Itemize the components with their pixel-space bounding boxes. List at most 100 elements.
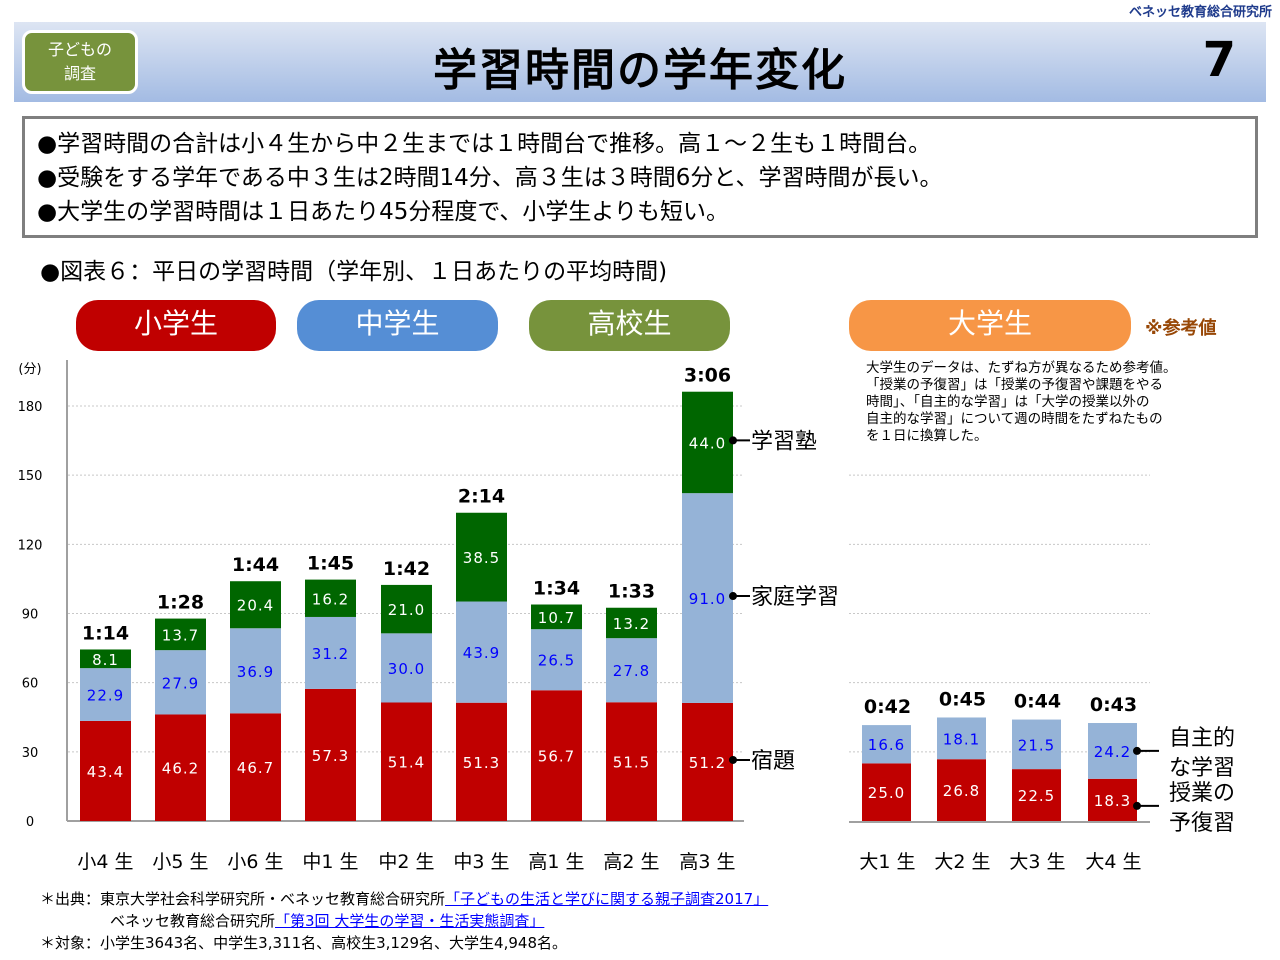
x-tick-label: 大1 生 xyxy=(859,851,915,873)
total-label: 1:45 xyxy=(307,553,354,575)
data-label: 51.2 xyxy=(689,754,726,772)
badge-line2: 調査 xyxy=(63,64,96,83)
data-label: 51.3 xyxy=(463,754,500,772)
source-label: ＊出典：東京大学社会科学研究所・ベネッセ教育総合研究所 xyxy=(40,890,446,908)
data-label: 20.4 xyxy=(237,597,274,615)
callout-label: な学習 xyxy=(1169,756,1235,781)
bar-segment xyxy=(1012,769,1061,821)
bar-segment xyxy=(606,607,657,639)
callout-dot xyxy=(729,755,737,764)
data-label: 8.1 xyxy=(92,651,119,669)
callout-label: 自主的 xyxy=(1169,726,1235,751)
x-tick-label: 高1 生 xyxy=(528,851,584,873)
summary-line: ●受験をする学年である中３生は2時間14分、高３生は３時間6分と、学習時間が長い… xyxy=(37,165,943,191)
data-label: 13.2 xyxy=(613,615,650,633)
bar-segment xyxy=(531,604,582,630)
callout-dot xyxy=(1133,801,1141,810)
data-label: 57.3 xyxy=(312,747,349,765)
survey-badge: 子どもの 調査 xyxy=(22,30,138,94)
data-label: 51.5 xyxy=(613,754,650,772)
source-link-university-survey[interactable]: 「第3回 大学生の学習・生活実態調査」 xyxy=(275,912,545,930)
bar-segment xyxy=(381,702,432,821)
y-tick-label: 0 xyxy=(26,815,34,830)
data-label: 22.9 xyxy=(87,687,124,705)
group-pill-elementary: 小学生 xyxy=(76,300,276,351)
bar-segment xyxy=(230,581,281,629)
data-label: 51.4 xyxy=(388,754,425,772)
total-label: 0:44 xyxy=(1014,691,1061,713)
y-tick-label: 60 xyxy=(22,677,39,692)
x-tick-label: 大4 生 xyxy=(1085,851,1141,873)
bar-segment xyxy=(155,650,206,715)
bar-segment xyxy=(862,763,911,821)
bar-segment xyxy=(456,702,507,821)
data-label: 22.5 xyxy=(1018,787,1055,805)
summary-line: ●大学生の学習時間は１日あたり45分程度で、小学生よりも短い。 xyxy=(37,199,729,225)
data-label: 30.0 xyxy=(388,660,425,678)
total-label: 1:14 xyxy=(82,622,129,644)
data-label: 24.2 xyxy=(1094,743,1131,761)
footer-source: ＊出典：東京大学社会科学研究所・ベネッセ教育総合研究所「子どもの生活と学びに関す… xyxy=(40,888,768,909)
page-title: 学習時間の学年変化 xyxy=(433,45,847,96)
university-note: 大学生のデータは、たずね方が異なるため参考値。 「授業の予復習」は「授業の予復習… xyxy=(866,360,1246,445)
y-tick-label: 120 xyxy=(18,538,43,553)
source-link-child-survey[interactable]: 「子どもの生活と学びに関する親子調査2017」 xyxy=(445,890,769,908)
data-label: 21.0 xyxy=(388,601,425,619)
bar-segment xyxy=(305,579,356,617)
bar-segment xyxy=(80,649,131,669)
bar-segment xyxy=(531,629,582,691)
callout-dot xyxy=(1133,746,1141,755)
group-pill-university: 大学生 xyxy=(849,300,1131,351)
note-line: 時間」、「自主的な学習」は「大学の授業以外の xyxy=(866,394,1150,410)
data-label: 27.9 xyxy=(162,674,199,692)
group-pill-high-school: 高校生 xyxy=(529,300,730,351)
y-tick-label: 90 xyxy=(22,608,39,623)
bar-segment xyxy=(381,584,432,634)
bar-segment xyxy=(230,628,281,714)
bar-segment xyxy=(305,616,356,689)
x-tick-label: 中3 生 xyxy=(453,851,509,873)
bar-segment xyxy=(1088,723,1137,779)
callout-label: 授業の xyxy=(1169,781,1235,806)
x-tick-label: 小4 生 xyxy=(77,851,133,873)
bar-segment xyxy=(606,638,657,703)
bar-segment xyxy=(937,759,986,821)
note-line: 自主的な学習」について週の時間をたずねたもの xyxy=(866,411,1163,427)
x-tick-label: 中1 生 xyxy=(302,851,358,873)
data-label: 46.2 xyxy=(162,760,199,778)
note-line: 大学生のデータは、たずね方が異なるため参考値。 xyxy=(866,360,1177,376)
total-label: 1:42 xyxy=(383,558,430,580)
total-label: 3:06 xyxy=(684,365,731,387)
figure-title: ●図表６：平日の学習時間（学年別、１日あたりの平均時間) xyxy=(40,259,668,285)
page-number: 7 xyxy=(1202,32,1236,88)
data-label: 16.6 xyxy=(868,736,905,754)
data-label: 21.5 xyxy=(1018,736,1055,754)
bar-segment xyxy=(682,391,733,494)
x-tick-label: 高2 生 xyxy=(603,851,659,873)
bar-segment xyxy=(381,633,432,703)
bar-segment xyxy=(80,668,131,721)
data-label: 26.8 xyxy=(943,782,980,800)
bar-segment xyxy=(937,717,986,760)
bar-segment xyxy=(682,493,733,703)
bar-segment xyxy=(456,512,507,602)
data-label: 25.0 xyxy=(868,784,905,802)
total-label: 1:44 xyxy=(232,554,279,576)
x-tick-label: 小5 生 xyxy=(152,851,208,873)
total-label: 0:42 xyxy=(864,696,911,718)
data-label: 26.5 xyxy=(538,652,575,670)
data-label: 18.3 xyxy=(1094,792,1131,810)
data-label: 13.7 xyxy=(162,626,199,644)
callout-dot xyxy=(729,436,737,445)
data-label: 43.4 xyxy=(87,763,124,781)
data-label: 56.7 xyxy=(538,748,575,766)
summary-box: ●学習時間の合計は小４生から中２生までは１時間台で推移。高１～２生も１時間台。 … xyxy=(22,116,1258,238)
total-label: 1:28 xyxy=(157,592,204,614)
bar-segment xyxy=(230,713,281,821)
data-label: 91.0 xyxy=(689,590,726,608)
footer-source2: ベネッセ教育総合研究所「第3回 大学生の学習・生活実態調査」 xyxy=(110,910,544,931)
data-label: 10.7 xyxy=(538,609,575,627)
bar-segment xyxy=(456,601,507,703)
source-label2: ベネッセ教育総合研究所 xyxy=(110,912,276,930)
bar-segment xyxy=(305,688,356,821)
